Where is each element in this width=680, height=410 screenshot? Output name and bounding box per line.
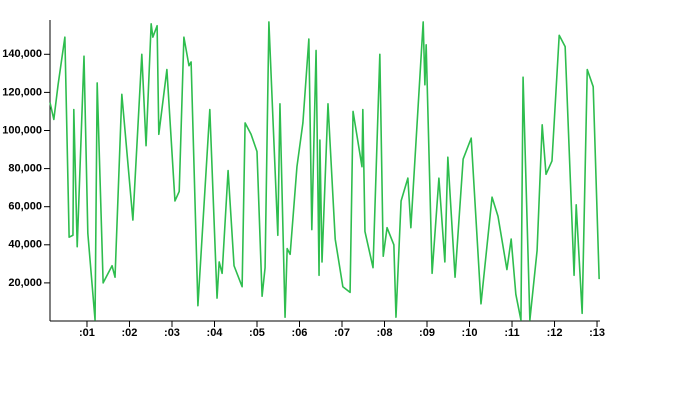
x-tick-label: :04 — [207, 327, 224, 339]
x-tick-label: :09 — [419, 327, 435, 339]
y-tick-label: 140,000 — [2, 48, 42, 60]
x-tick-label: :12 — [547, 327, 563, 339]
y-tick-label: 60,000 — [8, 201, 42, 213]
x-tick-label: :02 — [122, 327, 138, 339]
line-series — [49, 21, 600, 321]
y-tick-label: 80,000 — [8, 163, 42, 175]
x-tick-label: :13 — [589, 327, 605, 339]
x-tick-label: :08 — [377, 327, 393, 339]
x-tick-label: :05 — [249, 327, 265, 339]
x-tick-label: :11 — [504, 327, 519, 339]
y-tick-label: 20,000 — [8, 277, 42, 289]
y-tick-label: 100,000 — [2, 124, 42, 136]
y-tick-label: 40,000 — [8, 239, 42, 251]
x-tick-label: :01 — [79, 327, 95, 339]
x-tick-label: :03 — [164, 327, 180, 339]
x-tick-label: :10 — [462, 327, 478, 339]
y-tick-label: 120,000 — [2, 86, 42, 98]
x-tick-label: :07 — [334, 327, 350, 339]
x-tick-label: :06 — [292, 327, 308, 339]
